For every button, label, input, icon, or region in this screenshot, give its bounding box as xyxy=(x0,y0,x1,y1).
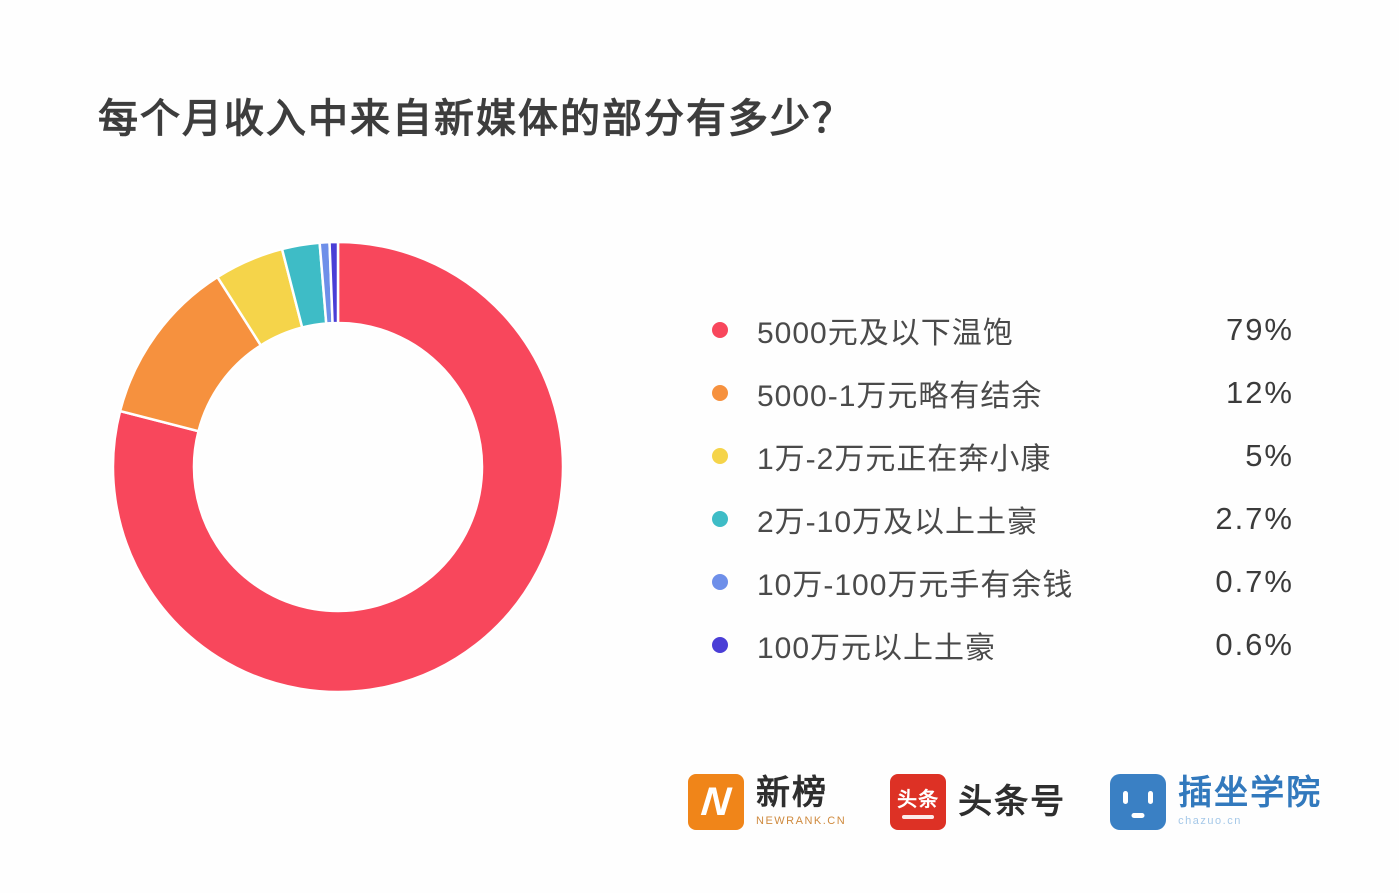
legend-value: 2.7% xyxy=(1215,500,1294,536)
legend-value: 0.7% xyxy=(1215,563,1294,599)
legend-item: 5000-1万元略有结余 12% xyxy=(712,361,1294,424)
legend-value: 0.6% xyxy=(1215,626,1294,662)
legend-label: 2万-10万及以上土豪 xyxy=(757,505,1039,539)
legend-item: 5000元及以下温饱 79% xyxy=(712,298,1294,361)
toutiao-badge-text: 头条 xyxy=(897,789,940,811)
sponsor-logos: N 新榜 NEWRANK.CN 头条 头条号 插坐学院 chazuo.cn xyxy=(688,774,1322,830)
chazuo-robot-icon xyxy=(1110,774,1167,830)
chazuo-name: 插坐学院 xyxy=(1178,774,1323,812)
legend-swatch-icon xyxy=(712,636,728,653)
legend-value: 12% xyxy=(1225,374,1294,410)
legend-swatch-icon xyxy=(712,573,728,590)
donut-segment xyxy=(111,240,565,694)
legend-swatch-icon xyxy=(712,447,728,464)
toutiao-icon: 头条 xyxy=(890,774,947,830)
legend-label: 10万-100万元手有余钱 xyxy=(757,568,1074,602)
legend-item: 2万-10万及以上土豪 2.7% xyxy=(712,487,1294,550)
toutiao-logo: 头条 头条号 xyxy=(890,774,1066,830)
legend-label: 100万元以上土豪 xyxy=(757,631,997,665)
legend-item: 100万元以上土豪 0.6% xyxy=(712,613,1294,676)
chazuo-logo: 插坐学院 chazuo.cn xyxy=(1110,774,1322,830)
chart-title: 每个月收入中来自新媒体的部分有多少？ xyxy=(98,97,854,141)
legend-value: 79% xyxy=(1225,311,1294,347)
newrank-n-glyph: N xyxy=(699,779,733,824)
legend-item: 1万-2万元正在奔小康 5% xyxy=(712,424,1294,487)
legend-swatch-icon xyxy=(712,384,728,401)
newrank-icon: N xyxy=(688,774,744,830)
legend-label: 5000元及以下温饱 xyxy=(757,316,1014,350)
chazuo-url: chazuo.cn xyxy=(1178,815,1242,828)
legend-swatch-icon xyxy=(712,321,728,338)
toutiao-badge-bar xyxy=(902,815,935,819)
legend-label: 5000-1万元略有结余 xyxy=(757,379,1043,413)
donut-chart xyxy=(110,234,566,700)
newrank-url: NEWRANK.CN xyxy=(756,815,847,828)
chart-legend: 5000元及以下温饱 79% 5000-1万元略有结余 12% 1万-2万元正在… xyxy=(712,298,1294,676)
donut-svg xyxy=(111,240,565,694)
legend-item: 10万-100万元手有余钱 0.7% xyxy=(712,550,1294,613)
legend-value: 5% xyxy=(1245,437,1294,473)
newrank-name: 新榜 xyxy=(756,774,828,812)
legend-label: 1万-2万元正在奔小康 xyxy=(757,442,1052,476)
donut-segment xyxy=(328,240,340,325)
toutiao-name: 头条号 xyxy=(958,783,1067,821)
legend-swatch-icon xyxy=(712,510,728,527)
newrank-logo: N 新榜 NEWRANK.CN xyxy=(688,774,846,830)
